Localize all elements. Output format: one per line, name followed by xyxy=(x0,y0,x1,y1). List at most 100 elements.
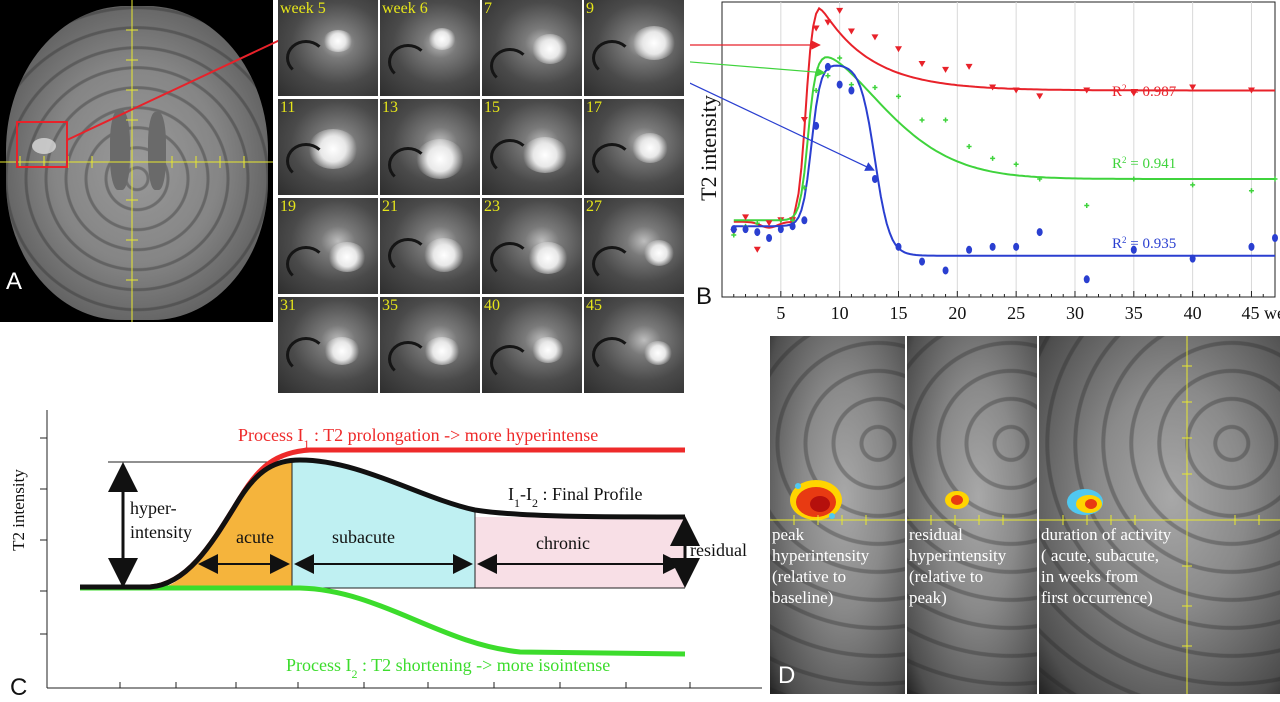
b-r2-label-blue: R2 = 0.935 xyxy=(1112,235,1176,252)
b-point-blue xyxy=(871,175,878,183)
b-point-green xyxy=(966,144,972,150)
b-point-red xyxy=(871,34,879,41)
thumbnail-label: 27 xyxy=(586,198,602,215)
b-point-blue xyxy=(1130,245,1137,254)
b-x-tick-label: 25 xyxy=(1007,303,1025,323)
thumbnail-label: 11 xyxy=(280,99,296,116)
b-point-red xyxy=(918,60,926,67)
hyperintensity-label-2: intensity xyxy=(130,522,192,542)
b-point-green xyxy=(919,117,925,123)
b-point-blue xyxy=(848,86,855,95)
b-point-blue xyxy=(919,257,926,266)
d-caption-peak: peak hyperintensity (relative to baseline… xyxy=(772,525,870,607)
process2-curve xyxy=(80,585,686,657)
b-point-green xyxy=(1248,188,1254,194)
b-point-blue xyxy=(1013,242,1020,251)
roi-box xyxy=(16,121,68,168)
b-point-green xyxy=(754,220,760,226)
b-point-green xyxy=(1013,161,1019,167)
b-point-blue xyxy=(801,216,808,225)
b-point-blue xyxy=(1189,254,1196,263)
thumbnail-week-35: 35 xyxy=(380,297,480,393)
b-point-green xyxy=(813,88,819,93)
b-point-red xyxy=(1189,84,1197,91)
crosshair-overlay xyxy=(0,0,273,322)
panel-c-letter: C xyxy=(10,674,27,701)
thumbnail-label: 13 xyxy=(382,99,398,116)
b-point-blue xyxy=(1272,234,1278,242)
b-point-green xyxy=(895,93,901,99)
b-point-green xyxy=(1190,182,1196,188)
b-x-tick-label: 35 xyxy=(1125,303,1143,323)
b-point-red xyxy=(742,214,750,221)
b-point-blue xyxy=(836,80,843,89)
b-point-green xyxy=(1272,176,1278,182)
d-image-peak: peak hyperintensity (relative to baseline… xyxy=(770,336,905,694)
b-point-green xyxy=(837,55,843,61)
b-point-blue xyxy=(766,234,773,242)
chronic-label: chronic xyxy=(536,533,590,553)
b-r2-label-green: R2 = 0.941 xyxy=(1112,155,1176,172)
thumbnail-week-21: 21 xyxy=(380,198,480,294)
b-point-blue xyxy=(895,242,902,251)
thumbnail-label: week 5 xyxy=(280,0,326,17)
thumbnail-label: 7 xyxy=(484,0,492,17)
panel-a-letter: A xyxy=(6,268,23,295)
b-point-blue xyxy=(1083,275,1090,284)
b-point-red xyxy=(800,117,808,123)
b-point-blue xyxy=(824,62,831,71)
b-point-green xyxy=(790,217,796,223)
b-point-red xyxy=(847,28,855,35)
panel-b-letter: B xyxy=(696,283,712,310)
panel-a-mri-axial: A xyxy=(0,0,273,322)
b-point-red xyxy=(836,7,844,14)
b-point-blue xyxy=(966,245,973,254)
b-arrow-green xyxy=(690,61,826,77)
process1-label: Process I1 : T2 prolongation -> more hyp… xyxy=(238,425,598,451)
b-point-red xyxy=(753,246,761,253)
thumbnail-week-31: 31 xyxy=(278,297,378,393)
b-point-green xyxy=(778,217,784,223)
thumbnail-label: 35 xyxy=(382,297,398,314)
b-point-blue xyxy=(777,225,784,234)
thumbnail-label: 9 xyxy=(586,0,594,17)
b-point-blue xyxy=(989,242,996,251)
b-x-tick-label: 10 xyxy=(831,303,849,323)
b-point-red xyxy=(942,66,950,73)
thumbnail-week-7: 7 xyxy=(482,0,582,96)
b-point-green xyxy=(990,155,996,161)
b-point-green xyxy=(801,185,807,191)
thumbnail-week-9: 9 xyxy=(584,0,684,96)
b-fit-curve-red xyxy=(733,6,1275,229)
b-point-red xyxy=(824,19,832,26)
c-ylabel: T2 intensity xyxy=(9,469,28,551)
thumbnail-week-45: 45 xyxy=(584,297,684,393)
b-r2-label-red: R2 = 0.987 xyxy=(1112,83,1177,100)
panel-d: peak hyperintensity (relative to baseline… xyxy=(770,336,1280,696)
b-point-blue xyxy=(1036,228,1043,237)
b-ylabel: T2 intensity xyxy=(696,95,721,201)
hyperintensity-label-1: hyper- xyxy=(130,498,177,518)
thumbnail-label: 17 xyxy=(586,99,602,116)
panel-c-diagram: T2 intensity Process I1 : T2 prolongatio… xyxy=(9,410,762,701)
panel-d-letter: D xyxy=(778,662,796,689)
d-caption-duration: duration of activity( acute, subacute, i… xyxy=(1041,525,1172,607)
thumbnail-week-19: 19 xyxy=(278,198,378,294)
b-x-tick-label: 45 weeks xyxy=(1241,303,1280,323)
thumbnail-week-23: 23 xyxy=(482,198,582,294)
thumbnail-week-27: 27 xyxy=(584,198,684,294)
thumbnail-label: 21 xyxy=(382,198,398,215)
d-caption-residual: residual hyperintensity (relative to peak… xyxy=(909,525,1007,607)
panel-b-chart: 5 10 15 20 25 30 35 40 45 weeks T2 intensity B R… xyxy=(690,1,1280,323)
b-point-red xyxy=(894,46,902,53)
thumbnail-week-15: 15 xyxy=(482,99,582,195)
b-point-red xyxy=(1083,87,1091,94)
thumbnail-label: 15 xyxy=(484,99,500,116)
thumbnail-label: 40 xyxy=(484,297,500,314)
thumbnail-label: 31 xyxy=(280,297,296,314)
b-x-tick-label: 20 xyxy=(948,303,966,323)
b-arrow-blue xyxy=(690,82,875,171)
b-point-green xyxy=(872,85,878,91)
thumbnail-week-40: 40 xyxy=(482,297,582,393)
thumbnail-week-13: 13 xyxy=(380,99,480,195)
